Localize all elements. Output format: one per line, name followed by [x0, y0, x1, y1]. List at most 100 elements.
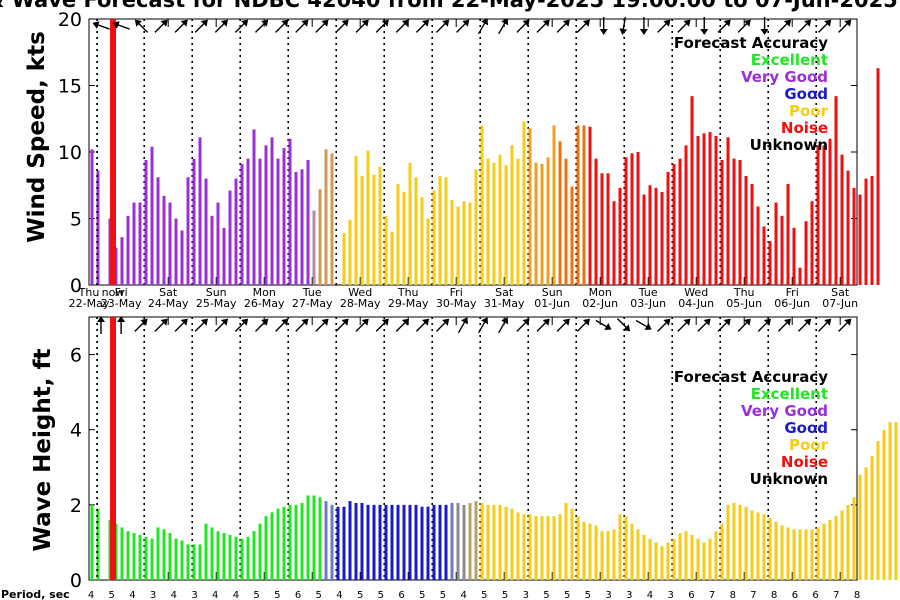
wind-direction-arrow-23	[556, 19, 570, 33]
wind-bar-46	[366, 150, 370, 285]
wave-bar-75	[540, 516, 544, 580]
wind-arrow-head-31	[723, 19, 731, 27]
period-value-30: 7	[709, 590, 715, 600]
wind-bar-0	[90, 149, 94, 285]
wave-bar-123	[828, 519, 832, 580]
wave-bar-22	[222, 533, 226, 580]
wind-bar-10	[150, 146, 154, 285]
wave-bar-101	[696, 538, 700, 580]
wave-ytick-label-2: 4	[70, 420, 82, 442]
wind-bar-16	[186, 177, 190, 285]
wind-direction-arrow-21	[516, 19, 530, 33]
wind-bar-59	[444, 177, 448, 285]
wave-legend-title: Forecast Accuracy	[674, 368, 828, 386]
wind-bar-117	[792, 227, 796, 285]
wave-bar-89	[624, 516, 628, 580]
wind-bar-49	[384, 215, 388, 285]
day-labels: Thu22-MayFri23-MaySat24-MaySun25-MayMon2…	[69, 286, 858, 310]
day-label-dow-2: Sat	[159, 286, 178, 299]
wave-bar-112	[762, 514, 766, 580]
wind-bar-60	[450, 199, 454, 285]
wind-arrow-head-13	[361, 19, 369, 27]
wind-arrow-head-20	[501, 18, 509, 26]
wave-bar-34	[294, 504, 298, 580]
wind-direction-arrow-20	[498, 18, 509, 35]
wind-bar-27	[252, 129, 256, 285]
wind-arrow-head-27	[639, 29, 648, 35]
wave-bar-48	[378, 504, 382, 580]
wave-bar-59	[444, 504, 448, 580]
wave-direction-arrow-12	[335, 318, 349, 332]
wave-direction-arrow-31	[717, 318, 731, 332]
wind-bar-26	[246, 158, 250, 285]
wave-direction-arrow-27	[635, 319, 652, 330]
wave-arrow-head-8	[261, 318, 269, 326]
wind-arrow-head-18	[462, 19, 470, 27]
wave-bar-45	[360, 502, 364, 580]
wave-bar-28	[258, 523, 262, 580]
wind-bar-119	[804, 221, 808, 285]
wave-bar-105	[720, 523, 724, 580]
wave-direction-arrow-25	[595, 319, 612, 330]
wave-bar-126	[846, 504, 850, 580]
wind-bar-18	[198, 137, 202, 285]
day-label-date-13: 04-Jun	[678, 297, 714, 310]
wind-arrow-head-15	[401, 19, 409, 27]
wind-bar-130	[870, 175, 874, 285]
wave-bar-117	[792, 529, 796, 580]
day-label-date-11: 02-Jun	[582, 297, 618, 310]
wave-bar-7	[132, 533, 136, 580]
wind-arrow-head-37	[844, 19, 852, 27]
period-value-4: 4	[171, 590, 177, 600]
wind-bar-11	[156, 177, 160, 285]
wave-bar-29	[264, 516, 268, 580]
wave-bar-104	[714, 531, 718, 580]
wind-bar-67	[492, 162, 496, 285]
wave-arrow-head-7	[241, 318, 249, 326]
wave-direction-arrow-2	[134, 318, 148, 332]
period-value-2: 4	[129, 590, 135, 600]
wind-arrow-head-6	[220, 19, 229, 27]
day-label-date-4: 26-May	[244, 297, 285, 310]
wave-bar-37	[312, 495, 316, 580]
wind-bar-22	[222, 227, 226, 285]
wind-bar-23	[228, 190, 232, 285]
wave-direction-arrow-11	[315, 318, 329, 332]
period-value-8: 5	[253, 590, 259, 600]
period-value-26: 3	[626, 590, 632, 600]
day-label-date-5: 27-May	[292, 297, 333, 310]
wave-bar-102	[702, 542, 706, 580]
wind-bar-30	[270, 137, 274, 285]
wave-bar-18	[198, 544, 202, 580]
wind-bar-64	[474, 169, 478, 285]
wind-legend-item-1: Very Good	[741, 68, 828, 86]
wind-bar-76	[546, 157, 550, 285]
wave-bar-74	[534, 516, 538, 580]
wind-bar-7	[132, 202, 136, 285]
wave-bar-47	[372, 504, 376, 580]
period-value-19: 5	[481, 590, 487, 600]
wave-bar-109	[744, 506, 748, 580]
period-value-25: 3	[605, 590, 611, 600]
wave-arrow-head-15	[401, 318, 409, 326]
wave-legend-item-2: Good	[784, 419, 828, 437]
wave-direction-arrow-19	[477, 317, 489, 334]
wind-arrow-head-12	[341, 19, 349, 27]
wave-arrow-head-13	[361, 318, 369, 326]
wind-bar-113	[768, 241, 772, 285]
period-value-18: 4	[460, 590, 466, 600]
wave-bar-121	[816, 527, 820, 580]
wave-direction-arrow-34	[777, 318, 792, 332]
wave-arrow-head-10	[301, 318, 309, 326]
wind-bar-74	[534, 162, 538, 285]
day-label-dow-13: Wed	[684, 286, 708, 299]
wave-frame	[88, 316, 858, 581]
wind-bar-129	[864, 178, 868, 285]
day-label-date-2: 24-May	[148, 297, 189, 310]
wind-direction-arrow-2	[134, 19, 149, 33]
period-value-11: 5	[316, 590, 322, 600]
wave-bar-99	[684, 531, 688, 580]
wave-direction-arrow-21	[516, 318, 530, 332]
wind-bar-13	[168, 202, 172, 285]
